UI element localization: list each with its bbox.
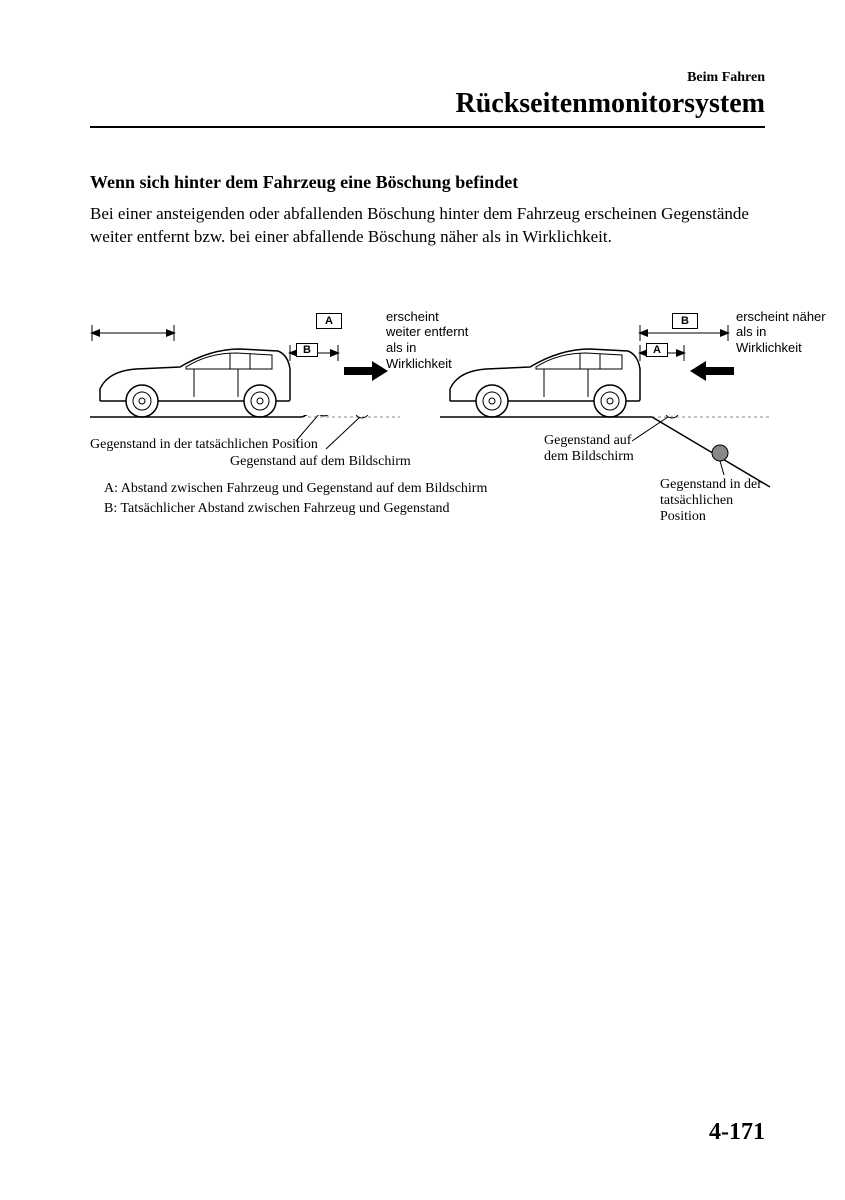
right-label-screen-l1: Gegenstand auf bbox=[544, 433, 631, 449]
legend-a: A: Abstand zwischen Fahrzeug und Gegenst… bbox=[104, 481, 487, 497]
section-paragraph: Bei einer ansteigenden oder abfallenden … bbox=[90, 203, 765, 249]
right-dim-a-label: A bbox=[646, 343, 668, 357]
page-number: 4-171 bbox=[709, 1119, 765, 1146]
right-label-screen-l2: dem Bildschirm bbox=[544, 449, 634, 465]
legend-b: B: Tatsächlicher Abstand zwischen Fahrze… bbox=[104, 501, 450, 517]
diagram-container: A B erscheint weiter entfernt als in Wir… bbox=[90, 309, 770, 569]
left-label-screen: Gegenstand auf dem Bildschirm bbox=[230, 454, 411, 470]
page-header: Beim Fahren Rückseitenmonitorsystem bbox=[90, 70, 765, 120]
page-title: Rückseitenmonitorsystem bbox=[90, 88, 765, 120]
right-dim-b-label: B bbox=[672, 313, 698, 329]
header-divider bbox=[90, 126, 765, 128]
left-label-actual: Gegenstand in der tatsächlichen Position bbox=[90, 437, 318, 453]
section-subheading: Wenn sich hinter dem Fahrzeug eine Bösch… bbox=[90, 172, 765, 193]
chapter-label: Beim Fahren bbox=[90, 70, 765, 86]
right-annotation: erscheint näher als in Wirklichkeit bbox=[736, 309, 826, 356]
left-dim-a-label: A bbox=[316, 313, 342, 329]
left-arrow-icon bbox=[344, 361, 388, 384]
right-arrow-icon bbox=[690, 361, 734, 384]
right-label-actual-l1: Gegenstand in der bbox=[660, 477, 762, 493]
left-dim-b-label: B bbox=[296, 343, 318, 357]
right-label-actual-l2: tatsächlichen Position bbox=[660, 493, 770, 525]
left-dim-a-row bbox=[90, 325, 180, 344]
